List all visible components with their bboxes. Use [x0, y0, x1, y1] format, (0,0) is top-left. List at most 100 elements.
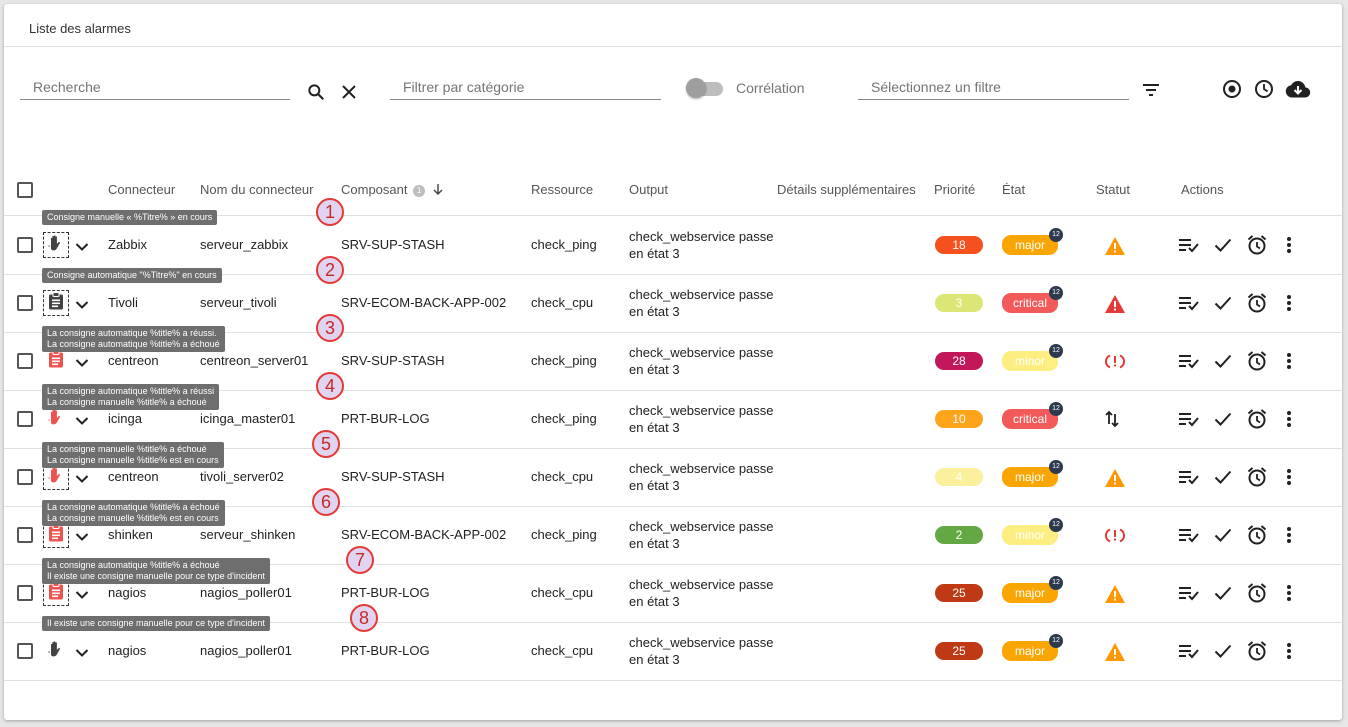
- state-badge[interactable]: major: [1002, 467, 1058, 487]
- search-input[interactable]: [20, 76, 290, 98]
- output-line: en état 3: [629, 536, 680, 551]
- hand-icon: [48, 466, 64, 489]
- snooze-alarm-icon[interactable]: [1246, 466, 1268, 493]
- more-vertical-icon[interactable]: [1286, 642, 1292, 665]
- row-checkbox[interactable]: [17, 585, 33, 601]
- more-vertical-icon[interactable]: [1286, 236, 1292, 259]
- instruction-indicator[interactable]: [43, 406, 69, 432]
- check-icon[interactable]: [1214, 295, 1232, 316]
- state-badge[interactable]: minor: [1002, 351, 1058, 371]
- state-badge[interactable]: minor: [1002, 525, 1058, 545]
- row-checkbox[interactable]: [17, 353, 33, 369]
- output-line: en état 3: [629, 420, 680, 435]
- close-icon[interactable]: [337, 80, 361, 104]
- priority-badge: 2: [935, 526, 983, 544]
- more-vertical-icon[interactable]: [1286, 584, 1292, 607]
- check-icon[interactable]: [1214, 411, 1232, 432]
- output-line: en état 3: [629, 362, 680, 377]
- expand-chevron-icon[interactable]: [75, 587, 89, 605]
- search-field[interactable]: [20, 76, 290, 100]
- row-checkbox[interactable]: [17, 411, 33, 427]
- expand-chevron-icon[interactable]: [75, 239, 89, 257]
- state-count-badge: 12: [1049, 634, 1063, 648]
- check-icon[interactable]: [1214, 237, 1232, 258]
- state-badge[interactable]: major: [1002, 583, 1058, 603]
- output-line: check_webservice passe: [629, 519, 774, 534]
- cell-component: SRV-SUP-STASH: [341, 469, 445, 484]
- category-filter-select[interactable]: Filtrer par catégorie: [390, 76, 661, 100]
- instruction-indicator[interactable]: [43, 290, 69, 316]
- filter-list-icon[interactable]: [1139, 78, 1163, 102]
- more-vertical-icon[interactable]: [1286, 352, 1292, 375]
- more-vertical-icon[interactable]: [1286, 526, 1292, 549]
- column-header-connector-name[interactable]: Nom du connecteur: [200, 182, 314, 197]
- cloud-download-icon[interactable]: [1284, 77, 1312, 101]
- state-badge[interactable]: major: [1002, 641, 1058, 661]
- column-header-priority[interactable]: Priorité: [934, 182, 976, 197]
- tooltip-line: Il existe une consigne manuelle pour ce …: [47, 571, 265, 581]
- snooze-alarm-icon[interactable]: [1246, 408, 1268, 435]
- playlist-check-icon[interactable]: [1178, 527, 1200, 548]
- expand-chevron-icon[interactable]: [75, 645, 89, 663]
- priority-badge: 3: [935, 294, 983, 312]
- row-checkbox[interactable]: [17, 527, 33, 543]
- search-icon[interactable]: [304, 80, 328, 104]
- snooze-alarm-icon[interactable]: [1246, 292, 1268, 319]
- column-header-connector[interactable]: Connecteur: [108, 182, 176, 197]
- playlist-check-icon[interactable]: [1178, 237, 1200, 258]
- cell-output: check_webservice passe en état 3: [629, 460, 774, 494]
- cell-connector-name: serveur_zabbix: [200, 237, 289, 252]
- check-icon[interactable]: [1214, 643, 1232, 664]
- snooze-alarm-icon[interactable]: [1246, 582, 1268, 609]
- state-badge[interactable]: critical: [1002, 409, 1058, 429]
- row-checkbox[interactable]: [17, 237, 33, 253]
- check-icon[interactable]: [1214, 353, 1232, 374]
- row-checkbox[interactable]: [17, 469, 33, 485]
- expand-chevron-icon[interactable]: [75, 413, 89, 431]
- more-vertical-icon[interactable]: [1286, 294, 1292, 317]
- column-header-resource[interactable]: Ressource: [531, 182, 594, 197]
- playlist-check-icon[interactable]: [1178, 585, 1200, 606]
- select-all-checkbox[interactable]: [17, 182, 33, 198]
- playlist-check-icon[interactable]: [1178, 469, 1200, 490]
- playlist-check-icon[interactable]: [1178, 295, 1200, 316]
- playlist-check-icon[interactable]: [1178, 353, 1200, 374]
- priority-badge: 10: [935, 410, 983, 428]
- clock-icon[interactable]: [1252, 77, 1276, 101]
- instruction-indicator[interactable]: [43, 232, 69, 258]
- playlist-check-icon[interactable]: [1178, 411, 1200, 432]
- row-checkbox[interactable]: [17, 295, 33, 311]
- playlist-check-icon[interactable]: [1178, 643, 1200, 664]
- state-badge[interactable]: major: [1002, 235, 1058, 255]
- cell-component: SRV-ECOM-BACK-APP-002: [341, 527, 507, 542]
- snooze-alarm-icon[interactable]: [1246, 350, 1268, 377]
- state-count-badge: 12: [1049, 460, 1063, 474]
- row-checkbox[interactable]: [17, 643, 33, 659]
- instruction-indicator[interactable]: [43, 522, 69, 548]
- expand-chevron-icon[interactable]: [75, 297, 89, 315]
- snooze-alarm-icon[interactable]: [1246, 640, 1268, 667]
- column-header-component[interactable]: Composant 1: [341, 182, 444, 197]
- more-vertical-icon[interactable]: [1286, 468, 1292, 491]
- snooze-alarm-icon[interactable]: [1246, 524, 1268, 551]
- check-icon[interactable]: [1214, 469, 1232, 490]
- tooltip-line: La consigne automatique %title% a réussi: [47, 386, 215, 396]
- check-icon[interactable]: [1214, 585, 1232, 606]
- column-header-output[interactable]: Output: [629, 182, 669, 197]
- expand-chevron-icon[interactable]: [75, 355, 89, 373]
- saved-filter-select[interactable]: Sélectionnez un filtre: [858, 76, 1129, 100]
- column-header-extra-details[interactable]: Détails supplémentaires: [777, 182, 916, 197]
- snooze-alarm-icon[interactable]: [1246, 234, 1268, 261]
- expand-chevron-icon[interactable]: [75, 471, 89, 489]
- column-header-state[interactable]: État: [1002, 182, 1026, 197]
- instruction-indicator[interactable]: [43, 638, 69, 664]
- correlation-toggle[interactable]: [686, 78, 726, 98]
- column-header-status[interactable]: Statut: [1096, 182, 1130, 197]
- category-filter-placeholder: Filtrer par catégorie: [403, 79, 525, 95]
- cell-connector-name: serveur_shinken: [200, 527, 296, 542]
- record-icon[interactable]: [1220, 77, 1244, 101]
- check-icon[interactable]: [1214, 527, 1232, 548]
- expand-chevron-icon[interactable]: [75, 529, 89, 547]
- more-vertical-icon[interactable]: [1286, 410, 1292, 433]
- state-badge[interactable]: critical: [1002, 293, 1058, 313]
